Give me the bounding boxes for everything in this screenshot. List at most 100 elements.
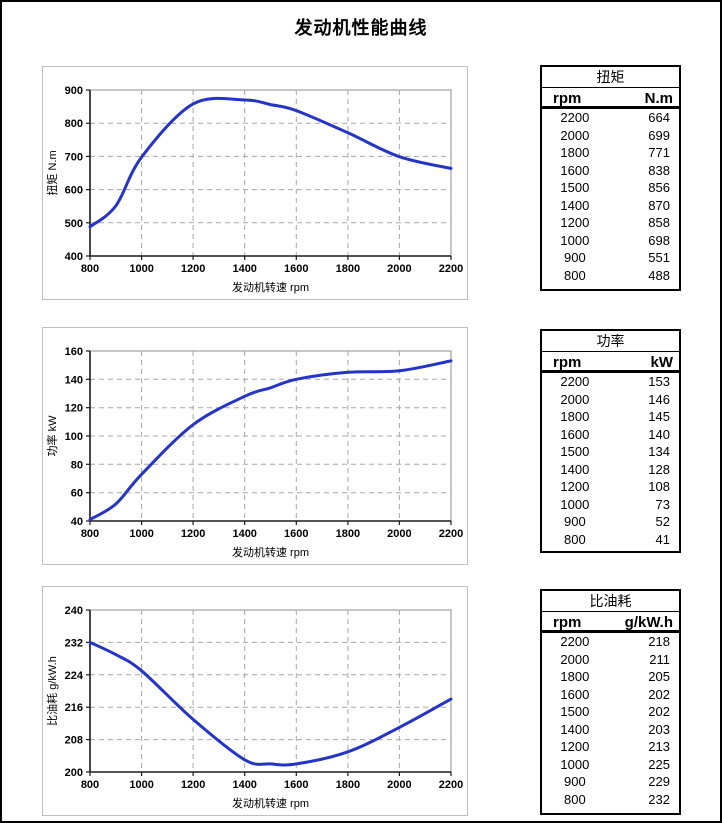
value-cell: 551 xyxy=(648,250,670,265)
value-cell: 202 xyxy=(648,686,670,702)
value-cell: 232 xyxy=(648,791,670,807)
x-tick-label: 1400 xyxy=(232,528,256,540)
table-row: 800 488 xyxy=(542,267,679,285)
rpm-cell: 900 xyxy=(564,514,586,529)
rpm-cell: 1000 xyxy=(560,756,590,772)
value-cell: 41 xyxy=(655,531,670,547)
value-cell: 140 xyxy=(648,426,670,442)
rpm-cell: 2200 xyxy=(560,634,590,649)
table-row: 1400 870 xyxy=(542,197,679,215)
fuel-consumption-curve xyxy=(88,640,453,767)
value-cell: 771 xyxy=(648,145,670,160)
value-cell: 870 xyxy=(648,197,670,213)
rpm-cell: 2200 xyxy=(560,110,590,125)
torque-chart-panel: 800 1000 1200 1400 1600 1800 2000 2200 400 500 600… xyxy=(42,66,468,300)
value-cell: 145 xyxy=(648,409,670,424)
table-row: 1000 698 xyxy=(542,232,679,250)
fuel-consumption-chart-panel: 800 1000 1200 1400 1600 1800 2000 2200 200 208 216… xyxy=(42,586,468,816)
y-tick-label: 600 xyxy=(65,185,83,197)
rpm-cell: 800 xyxy=(564,531,586,547)
unit-column-header: g/kW.h xyxy=(624,614,673,631)
power-table: 功率 rpm kW 2200 153 2000 146 1800 145 1600 140 15… xyxy=(540,329,681,553)
rpm-cell: 1200 xyxy=(560,739,590,754)
power-curve xyxy=(88,359,453,522)
y-tick-label: 216 xyxy=(65,702,83,714)
power-chart: 800 1000 1200 1400 1600 1800 2000 2200 40 60 80 100… xyxy=(45,346,463,559)
table-row: 1500 134 xyxy=(542,443,679,461)
x-axis-title: 发动机转速 rpm xyxy=(232,280,309,294)
x-tick-label: 800 xyxy=(81,263,99,275)
table-body: 2200 218 2000 211 1800 205 1600 202 1500 202 1400 2… xyxy=(542,633,679,808)
rpm-column-header: rpm xyxy=(553,614,582,631)
table-row: 1000 225 xyxy=(542,756,679,774)
table-row: 900 52 xyxy=(542,513,679,531)
y-tick-label: 208 xyxy=(65,735,83,747)
unit-column-header: N.m xyxy=(644,90,673,107)
page-title: 发动机性能曲线 xyxy=(294,18,428,38)
table-row: 1800 771 xyxy=(542,144,679,162)
rpm-cell: 900 xyxy=(564,774,586,789)
unit-column-header: kW xyxy=(650,354,674,371)
rpm-cell: 2000 xyxy=(560,127,590,143)
rpm-cell: 1200 xyxy=(560,479,590,494)
y-tick-label: 200 xyxy=(65,767,83,779)
y-tick-label: 800 xyxy=(65,118,83,130)
x-tick-label: 1800 xyxy=(336,263,360,275)
x-axis-title: 发动机转速 rpm xyxy=(232,545,309,559)
table-row: 1800 205 xyxy=(542,668,679,686)
rpm-cell: 1400 xyxy=(560,461,590,477)
rpm-cell: 1000 xyxy=(560,232,590,248)
rpm-cell: 1500 xyxy=(560,444,590,459)
table-row: 2200 153 xyxy=(542,373,679,391)
y-tick-label: 400 xyxy=(65,251,83,263)
table-row: 1600 838 xyxy=(542,162,679,180)
torque-chart: 800 1000 1200 1400 1600 1800 2000 2200 400 500 600… xyxy=(45,85,463,294)
y-tick-label: 140 xyxy=(65,374,83,386)
x-tick-label: 2200 xyxy=(439,779,463,791)
table-row: 900 229 xyxy=(542,773,679,791)
value-cell: 128 xyxy=(648,461,670,477)
rpm-cell: 1600 xyxy=(560,686,590,702)
value-cell: 108 xyxy=(648,479,670,494)
torque-table: 扭矩 rpm N.m 2200 664 2000 699 1800 771 1600 838 1… xyxy=(540,65,681,291)
y-tick-label: 40 xyxy=(71,516,83,528)
table-header: rpm kW xyxy=(542,352,679,373)
table-row: 2000 699 xyxy=(542,127,679,145)
y-tick-label: 900 xyxy=(65,85,83,97)
table-header: rpm g/kW.h xyxy=(542,612,679,633)
rpm-cell: 1200 xyxy=(560,215,590,230)
x-tick-label: 1600 xyxy=(284,263,308,275)
table-row: 1200 213 xyxy=(542,738,679,756)
y-tick-label: 232 xyxy=(65,637,83,649)
table-row: 900 551 xyxy=(542,249,679,267)
value-cell: 153 xyxy=(648,374,670,389)
x-tick-label: 1200 xyxy=(181,779,205,791)
rpm-cell: 2000 xyxy=(560,651,590,667)
x-tick-label: 800 xyxy=(81,528,99,540)
x-tick-label: 1800 xyxy=(336,528,360,540)
table-row: 2200 664 xyxy=(542,109,679,127)
table-title: 功率 xyxy=(542,331,679,352)
table-body: 2200 664 2000 699 1800 771 1600 838 1500 856 1400 8… xyxy=(542,109,679,284)
value-cell: 698 xyxy=(648,232,670,248)
x-tick-label: 1000 xyxy=(129,528,153,540)
x-tick-label: 2000 xyxy=(387,528,411,540)
rpm-cell: 1500 xyxy=(560,704,590,719)
table-row: 1500 856 xyxy=(542,179,679,197)
table-row: 800 232 xyxy=(542,791,679,809)
value-cell: 52 xyxy=(655,514,670,529)
plot-border xyxy=(89,609,452,773)
rpm-cell: 900 xyxy=(564,250,586,265)
value-cell: 856 xyxy=(648,180,670,195)
rpm-cell: 1800 xyxy=(560,409,590,424)
table-body: 2200 153 2000 146 1800 145 1600 140 1500 134 1400 1… xyxy=(542,373,679,548)
rpm-cell: 2200 xyxy=(560,374,590,389)
x-tick-label: 1400 xyxy=(232,779,256,791)
fuel-consumption-chart: 800 1000 1200 1400 1600 1800 2000 2200 200 208 216… xyxy=(45,605,463,810)
y-tick-label: 224 xyxy=(65,670,84,682)
rpm-column-header: rpm xyxy=(553,354,582,371)
value-cell: 146 xyxy=(648,391,670,407)
value-cell: 229 xyxy=(648,774,670,789)
rpm-cell: 1400 xyxy=(560,197,590,213)
table-title: 比油耗 xyxy=(542,591,679,612)
